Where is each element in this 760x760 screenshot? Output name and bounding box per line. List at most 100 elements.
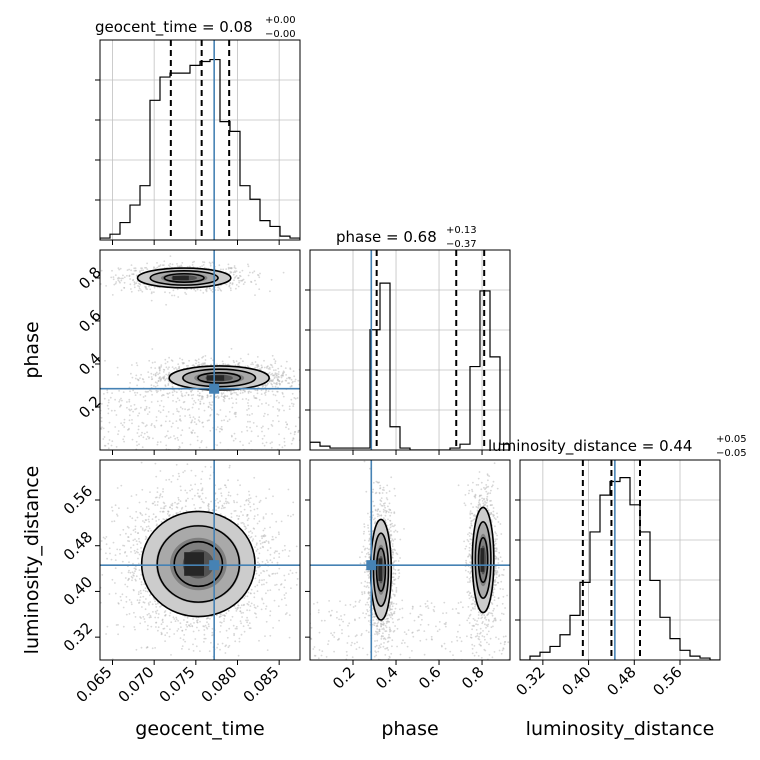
sample-point	[281, 549, 284, 552]
sample-point	[314, 395, 316, 397]
sample-point	[137, 551, 139, 554]
sample-point	[221, 360, 224, 363]
sample-point	[143, 521, 146, 524]
sample-point	[92, 596, 94, 598]
sample-point	[140, 583, 143, 586]
sample-point	[134, 267, 137, 270]
sample-point	[167, 430, 169, 433]
sample-point	[140, 581, 143, 583]
sample-point	[250, 281, 253, 283]
sample-point	[247, 503, 250, 506]
sample-point	[130, 603, 133, 606]
sample-point	[132, 562, 134, 565]
sample-point	[194, 638, 197, 640]
sample-point	[126, 401, 128, 403]
sample-point	[254, 366, 257, 369]
sample-point	[288, 614, 291, 616]
sample-point	[210, 357, 213, 360]
sample-point	[233, 634, 236, 637]
sample-point	[108, 547, 111, 550]
sample-point	[144, 390, 147, 393]
sample-point	[271, 390, 274, 393]
sample-point	[143, 432, 146, 435]
sample-point	[137, 562, 140, 565]
sample-point	[128, 268, 131, 271]
sample-point	[263, 583, 265, 586]
sample-point	[267, 542, 270, 544]
sample-point	[270, 373, 272, 376]
sample-point	[149, 288, 152, 291]
sample-point	[285, 604, 288, 606]
sample-point	[286, 423, 288, 425]
sample-point	[272, 406, 274, 408]
sample-point	[140, 547, 143, 549]
sample-point	[164, 385, 167, 388]
sample-point	[222, 268, 225, 271]
sample-point	[220, 613, 222, 616]
sample-point	[265, 605, 268, 608]
sample-point	[251, 413, 254, 415]
sample-point	[248, 601, 250, 603]
sample-point	[199, 402, 202, 405]
sample-point	[193, 288, 196, 291]
sample-point	[244, 390, 246, 393]
sample-point	[128, 274, 131, 277]
sample-point	[180, 265, 183, 268]
sample-point	[256, 425, 258, 428]
sample-point	[201, 356, 204, 359]
sample-point	[277, 420, 280, 423]
sample-point	[110, 276, 113, 279]
sample-point	[183, 400, 186, 403]
sample-point	[219, 487, 222, 490]
sample-point	[116, 366, 119, 369]
sample-point	[277, 371, 280, 373]
sample-point	[193, 260, 196, 263]
sample-point	[287, 488, 290, 491]
sample-point	[233, 265, 236, 267]
sample-point	[153, 286, 156, 289]
sample-point	[121, 593, 124, 596]
sample-point	[225, 629, 228, 632]
sample-point	[269, 634, 272, 637]
sample-point	[209, 403, 212, 406]
sample-point	[290, 587, 292, 590]
sample-point	[180, 626, 182, 629]
sample-point	[263, 366, 266, 369]
sample-point	[234, 640, 237, 643]
sample-point	[154, 367, 157, 369]
sample-point	[249, 536, 252, 539]
sample-point	[255, 283, 257, 286]
sample-point	[247, 274, 250, 277]
sample-point	[168, 392, 171, 394]
sample-point	[150, 376, 153, 378]
sample-point	[241, 391, 244, 394]
sample-point	[139, 377, 141, 379]
sample-point	[186, 621, 188, 624]
sample-point	[220, 419, 223, 422]
sample-point	[111, 440, 114, 443]
sample-point	[293, 433, 296, 436]
sample-point	[223, 618, 226, 620]
sample-point	[125, 613, 128, 616]
sample-point	[248, 414, 251, 416]
sample-point	[196, 394, 199, 396]
sample-point	[277, 373, 280, 376]
sample-point	[220, 289, 223, 292]
sample-point	[169, 506, 172, 509]
sample-point	[204, 624, 207, 627]
sample-point	[194, 494, 196, 497]
sample-point	[198, 446, 201, 449]
sample-point	[148, 520, 151, 523]
sample-point	[263, 570, 266, 573]
sample-point	[167, 393, 170, 395]
sample-point	[162, 371, 165, 373]
sample-point	[239, 606, 242, 609]
sample-point	[211, 401, 214, 403]
sample-point	[202, 425, 205, 428]
sample-point	[221, 505, 224, 508]
sample-point	[287, 573, 290, 575]
sample-point	[102, 427, 105, 430]
sample-point	[240, 431, 243, 433]
sample-point	[258, 639, 260, 642]
sample-point	[277, 379, 280, 382]
